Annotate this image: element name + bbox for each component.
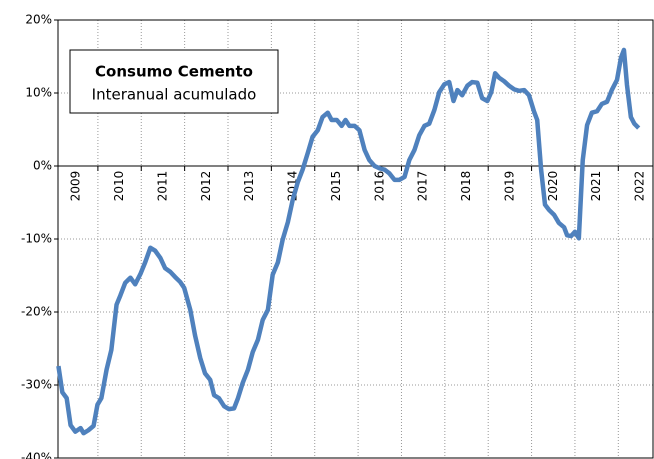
y-tick-label: 20% xyxy=(25,13,52,27)
x-tick-label: 2019 xyxy=(502,171,516,202)
x-tick-label: 2020 xyxy=(546,171,560,202)
plot-border xyxy=(57,19,654,459)
data-line xyxy=(56,47,641,436)
x-tick-label: 2013 xyxy=(242,171,256,202)
y-tick-label: 10% xyxy=(25,86,52,100)
plot: -40% -30% -20% -10% 0% 10% 20% 2009 2010 2011 2012… xyxy=(21,13,654,459)
y-tick-label: -40% xyxy=(21,451,52,459)
x-tick-label: 2012 xyxy=(199,171,213,202)
x-tick-label: 2022 xyxy=(632,171,646,202)
y-tick-label: -30% xyxy=(21,378,52,392)
x-tick-label: 2009 xyxy=(69,171,83,202)
y-tick-label: -10% xyxy=(21,232,52,246)
x-tick-label: 2016 xyxy=(372,171,386,202)
y-tick-label: 0% xyxy=(33,159,52,173)
x-tick-label: 2015 xyxy=(329,171,343,202)
chart-title: Consumo Cemento xyxy=(95,63,253,81)
x-tick-label: 2017 xyxy=(416,171,430,202)
x-tick-label: 2011 xyxy=(155,171,169,202)
title-box xyxy=(69,49,279,114)
y-tick-label: -20% xyxy=(21,305,52,319)
chart-subtitle: Interanual acumulado xyxy=(92,86,257,104)
x-tick-label: 2018 xyxy=(459,171,473,202)
x-tick-label: 2021 xyxy=(589,171,603,202)
x-tick-label: 2010 xyxy=(112,171,126,202)
